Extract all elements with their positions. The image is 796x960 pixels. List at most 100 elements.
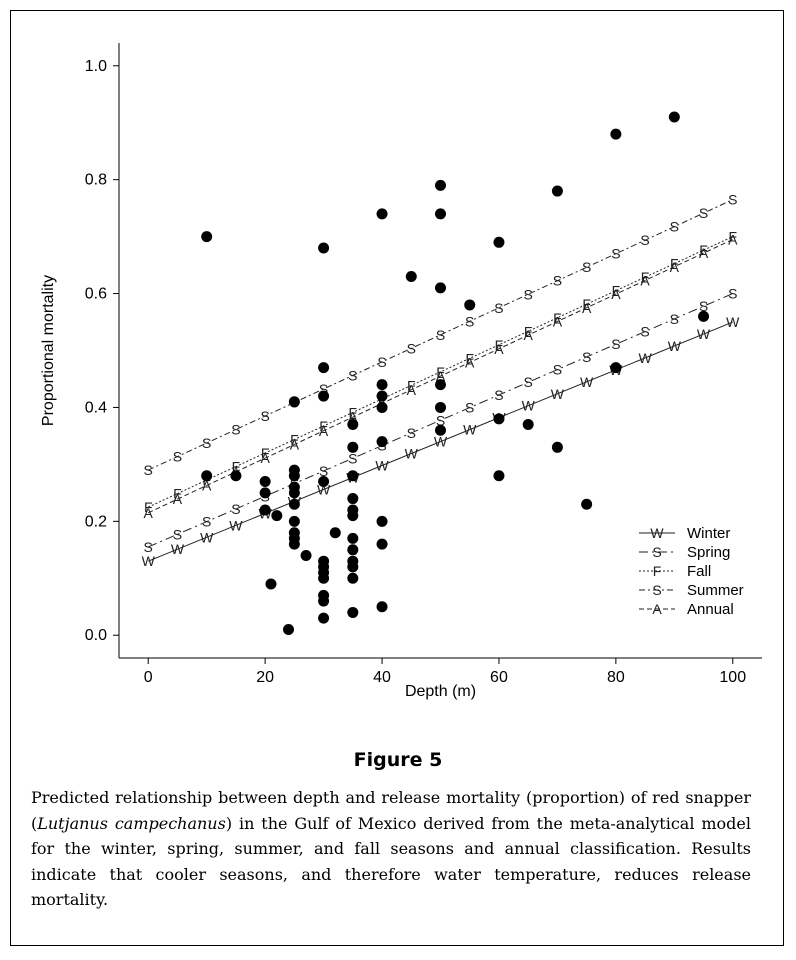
figure-frame: 0 20 40 60 80 100 0.0 0.2 0.4 0.6 0.8 1.0 Depth (m) P… [10,10,784,946]
data-point [376,208,388,220]
data-point [201,231,213,243]
series-marker-summer: S [611,246,620,262]
series-marker-spring: S [670,311,679,327]
data-point [581,498,593,510]
data-point [376,515,388,527]
x-tick-label: 20 [256,669,274,686]
series-line-winter [148,321,733,562]
series-marker-summer: S [465,313,474,329]
series-marker-spring: S [231,501,240,517]
data-point [288,538,300,550]
series-marker-fall: F [290,431,299,447]
data-point [259,475,271,487]
data-point [493,413,505,425]
series-marker-summer: S [173,449,182,465]
series-marker-winter: W [668,338,682,354]
data-point [435,424,446,436]
y-tick-label: 1.0 [85,58,107,75]
series-marker-fall: F [407,377,416,393]
y-tick-label: 0.0 [85,627,107,644]
series-marker-fall: F [641,269,650,285]
series-marker-annual: A [728,231,738,247]
figure-title: Figure 5 [353,749,443,771]
data-point [551,441,563,453]
data-point [288,498,300,510]
series-marker-summer: S [231,422,240,438]
series-marker-winter: W [375,458,389,474]
series-marker-fall: F [319,418,328,434]
data-point [493,236,505,248]
data-point [347,606,359,618]
data-point [259,504,271,516]
legend-label-annual: Annual [687,601,734,618]
series-line-fall [148,236,733,508]
series-marker-spring: S [611,336,620,352]
data-point [265,578,277,590]
data-point [610,362,622,374]
series-marker-summer: S [407,340,416,356]
series-marker-winter: W [405,446,419,462]
data-point [376,390,388,402]
series-marker-spring: S [465,400,474,416]
series-marker-spring: S [699,298,708,314]
series-marker-winter: W [463,422,477,438]
series-marker-summer: S [728,192,737,208]
data-point [464,299,476,311]
scatter-chart: 0 20 40 60 80 100 0.0 0.2 0.4 0.6 0.8 1.0 Depth (m) P… [40,43,762,700]
series-marker-winter: W [434,434,448,450]
data-point [318,475,330,487]
series-marker-fall: F [495,337,504,353]
series-marker-summer: S [319,381,328,397]
y-tick-label: 0.4 [85,399,107,416]
y-tick-label: 0.6 [85,286,107,303]
series-marker-summer: S [524,286,533,302]
series-marker-fall: F [173,486,182,502]
series-marker-summer: S [202,435,211,451]
series-marker-annual: A [173,491,183,507]
data-point [551,185,563,197]
data-point [347,441,359,453]
legend-marker-summer: S [652,582,661,598]
series-marker-fall: F [465,350,474,366]
series-marker-spring: S [728,286,737,302]
data-point [435,379,446,391]
data-point [347,532,359,544]
x-tick-label: 40 [373,669,391,686]
data-point [493,470,505,482]
series-marker-annual: A [553,313,563,329]
data-point [318,390,330,402]
series-marker-winter: W [697,326,711,342]
series-marker-fall: F [553,310,562,326]
legend-marker-spring: S [652,544,661,560]
series-marker-winter: W [726,314,740,330]
data-point [347,510,359,522]
series-marker-annual: A [436,368,446,384]
series-marker-fall: F [524,323,533,339]
series-marker-annual: A [348,409,358,425]
legend-label-fall: Fall [687,563,711,580]
series-marker-fall: F [670,256,679,272]
data-point [435,179,446,191]
series-marker-winter: W [522,398,536,414]
caption-species-name: Lutjanus campechanus [37,813,226,833]
data-point [329,527,341,539]
series-marker-annual: A [524,327,534,343]
series-marker-summer: S [377,354,386,370]
series-marker-winter: W [580,374,594,390]
data-point [230,470,242,482]
series-marker-annual: A [319,423,329,439]
series-marker-winter: W [142,553,156,569]
series-marker-winter: W [638,350,652,366]
series-marker-annual: A [144,505,154,521]
series-marker-fall: F [261,445,270,461]
series-marker-annual: A [202,477,212,493]
series-line-annual [148,239,733,514]
series-marker-spring: S [173,526,182,542]
legend-label-summer: Summer [687,582,744,599]
series-marker-annual: A [260,450,270,466]
series-marker-annual: A [407,382,417,398]
series-marker-spring: S [436,412,445,428]
series-marker-summer: S [699,205,708,221]
series-marker-spring: S [582,349,591,365]
data-point [376,401,388,413]
